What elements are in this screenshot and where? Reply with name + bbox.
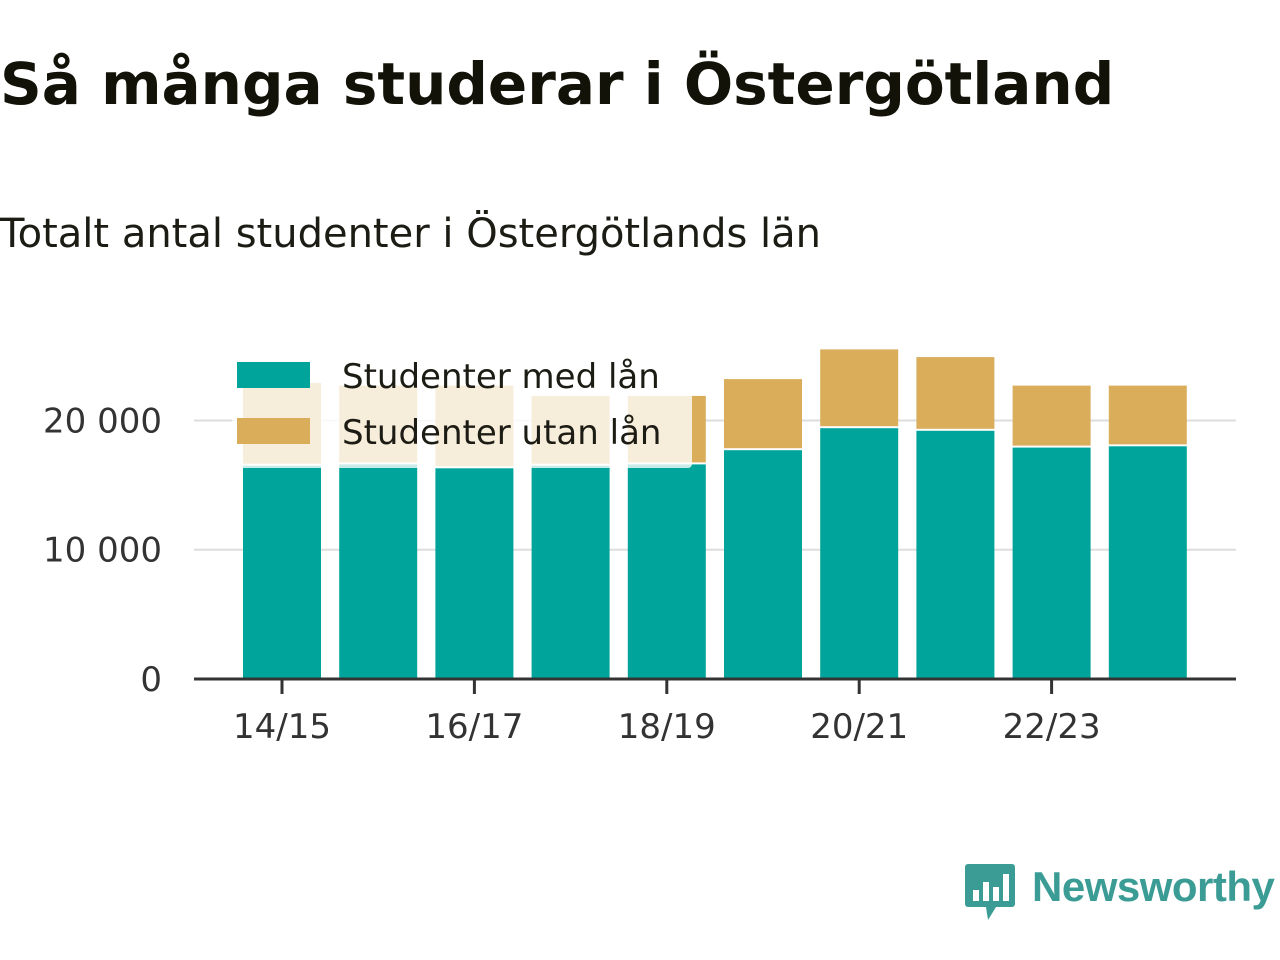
bar-studenter-med-lan <box>1012 447 1091 679</box>
chart-subtitle: Totalt antal studenter i Östergötlands l… <box>0 211 822 257</box>
bar-studenter-med-lan <box>435 468 514 679</box>
legend-swatch-utan-lan <box>237 418 310 444</box>
y-tick-label: 10 000 <box>43 531 162 571</box>
bar-studenter-med-lan <box>916 430 995 679</box>
bar-studenter-med-lan <box>531 465 610 679</box>
x-tick-label: 22/23 <box>1003 707 1101 747</box>
bar-studenter-utan-lan <box>916 357 995 429</box>
x-tick-label: 18/19 <box>618 707 716 747</box>
bar-studenter-utan-lan <box>1012 385 1091 446</box>
chart-title: Så många studerar i Östergötland <box>0 50 1115 118</box>
bar-studenter-med-lan <box>627 464 706 679</box>
bar-studenter-utan-lan <box>820 349 899 427</box>
legend-background <box>232 348 692 468</box>
axes: 0 10 000 20 000 14/15 16/17 18/19 20/21 22/23 <box>43 401 1236 747</box>
brand-logo: Newsworthy <box>964 862 1275 926</box>
bar-studenter-med-lan <box>820 428 899 679</box>
x-tick-label: 14/15 <box>233 707 331 747</box>
legend: Studenter med lån Studenter utan lån <box>232 348 692 468</box>
newsworthy-logo-icon <box>965 864 1015 920</box>
legend-label-utan-lan: Studenter utan lån <box>342 413 661 453</box>
bar-studenter-utan-lan <box>1108 385 1187 445</box>
x-tick-label: 16/17 <box>425 707 523 747</box>
legend-label-med-lan: Studenter med lån <box>342 357 660 397</box>
brand-name: Newsworthy <box>1032 863 1275 910</box>
bar-studenter-med-lan <box>1108 446 1187 679</box>
legend-swatch-med-lan <box>237 362 310 388</box>
x-tick-label: 20/21 <box>810 707 908 747</box>
bar-studenter-utan-lan <box>724 379 802 449</box>
y-tick-label: 20 000 <box>43 401 162 441</box>
bar-studenter-med-lan <box>724 450 802 679</box>
bar-studenter-med-lan <box>243 465 321 679</box>
bar-studenter-med-lan <box>339 464 418 679</box>
y-tick-label: 0 <box>140 660 162 700</box>
